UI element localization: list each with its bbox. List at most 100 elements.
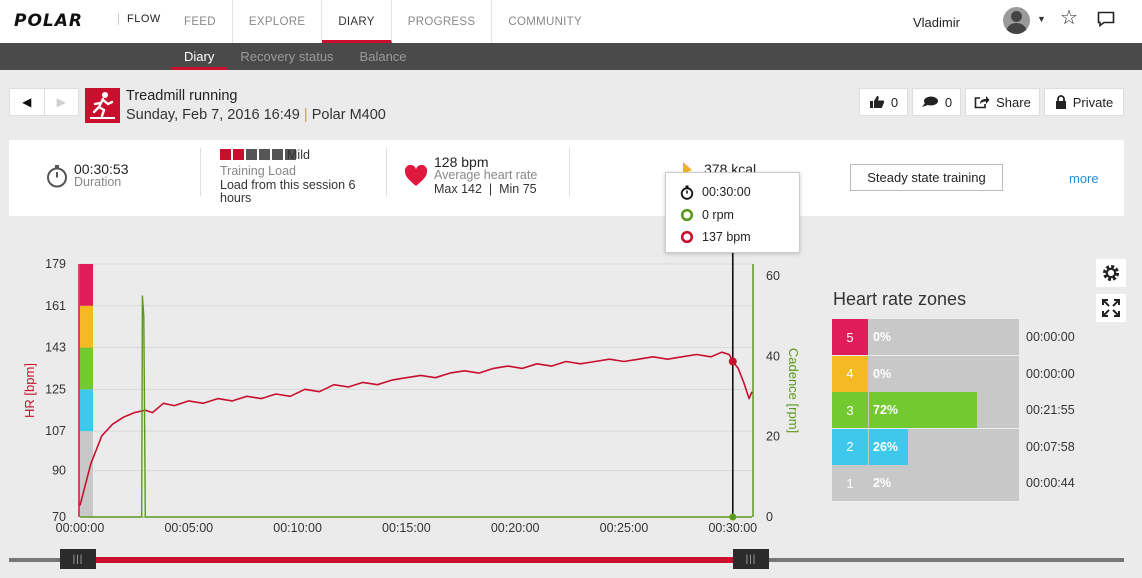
share-button[interactable]: Share [965,88,1040,116]
hr-zone-band [80,431,93,517]
thumbs-up-icon [869,96,885,108]
training-load-level: Mild [287,148,310,162]
divider [569,148,570,196]
average-heart-rate-label: Average heart rate [434,168,538,182]
heart-rate-zones-title: Heart rate zones [833,289,967,309]
zone-percent: 72% [873,403,899,417]
zone-row[interactable]: 4 0% [832,355,1019,392]
polar-logo[interactable]: POLAR [14,11,83,31]
y-tick-label: 70 [52,510,66,524]
y2-tick-label: 20 [766,430,780,444]
zone-row[interactable]: 3 72% [832,392,1019,428]
session-subtitle: Sunday, Feb 7, 2016 16:49 | Polar M400 [126,107,386,123]
training-load-description-cont: hours [220,191,252,205]
x-tick-label: 00:05:00 [164,521,213,535]
share-icon [974,96,990,109]
zone-number: 2 [832,428,868,465]
heart-rate-ring-icon [680,230,694,244]
cursor-cadence-marker [729,513,737,521]
hr-zone-band [80,264,93,306]
zone-row[interactable]: 2 26% [832,428,1019,465]
zone-number: 5 [832,319,868,355]
session-separator: | [303,107,308,123]
training-load-square [246,149,257,160]
x-tick-label: 00:20:00 [491,521,540,535]
y-tick-label: 161 [45,299,66,313]
next-session-button[interactable]: ▶ [56,95,66,109]
heart-rate-line [79,351,753,506]
heart-icon [404,165,428,186]
zone-time: 00:00:00 [1026,330,1075,344]
previous-session-button[interactable]: ◀ [10,89,45,115]
privacy-label: Private [1072,94,1114,110]
nav-progress[interactable]: PROGRESS [392,0,493,43]
zone-bar [869,392,977,428]
y-tick-label: 107 [45,424,66,438]
avatar[interactable] [1003,7,1030,34]
x-tick-label: 00:30:00 [708,521,757,535]
tooltip-time-row: 00:30:00 [680,184,751,200]
average-heart-rate-value: 128 bpm [434,154,489,170]
like-count: 0 [890,94,899,110]
tooltip-hr-row: 137 bpm [680,229,751,245]
training-load-square [220,149,231,160]
comment-count: 0 [944,94,953,110]
hr-zone-band [80,389,93,432]
zone-row[interactable]: 5 0% [832,319,1019,355]
treadmill-running-icon [85,88,120,123]
tab-balance[interactable]: Balance [359,49,407,64]
zone-number: 3 [832,392,868,428]
session-sport: Treadmill running [126,88,238,104]
zone-row[interactable]: 1 2% [832,465,1019,501]
comment-button[interactable]: 0 [912,88,961,116]
nav-explore[interactable]: EXPLORE [233,0,323,43]
y2-tick-label: 40 [766,349,780,363]
training-benefit-button[interactable]: Steady state training [850,164,1003,191]
x-tick-label: 00:00:00 [56,521,105,535]
star-icon[interactable]: ☆ [1060,7,1078,29]
hr-zone-band [80,305,93,348]
user-name[interactable]: Vladimir [913,15,960,30]
like-button[interactable]: 0 [859,88,908,116]
x-tick-label: 00:25:00 [600,521,649,535]
divider [386,148,387,196]
y2-tick-label: 0 [766,510,773,524]
tab-recovery-status[interactable]: Recovery status [240,49,334,64]
sub-navigation-bar: Diary Recovery status Balance [0,43,1142,70]
flow-product-label[interactable]: FLOW [118,13,161,25]
x-tick-label: 00:15:00 [382,521,431,535]
range-start-handle[interactable]: ||| [60,549,96,569]
zone-bar [869,428,908,465]
zone-time: 00:07:58 [1026,439,1075,454]
chart-settings-button[interactable] [1096,259,1126,287]
y-tick-label: 179 [45,257,66,271]
more-link[interactable]: more [1069,171,1099,186]
zone-percent: 2% [873,476,892,490]
nav-community[interactable]: COMMUNITY [508,15,582,28]
x-tick-label: 00:10:00 [273,521,322,535]
tooltip-cadence: 0 rpm [702,208,734,222]
duration-value: 00:30:53 [74,161,129,177]
zone-time: 00:00:44 [1026,476,1075,490]
lock-icon [1055,95,1066,109]
chat-icon[interactable] [1097,11,1115,27]
tab-diary[interactable]: Diary [171,43,228,70]
stopwatch-icon [47,165,67,188]
fullscreen-button[interactable] [1096,294,1126,322]
session-date: Sunday, Feb 7, 2016 16:49 [126,107,300,123]
session-device: Polar M400 [311,107,386,123]
nav-feed[interactable]: FEED [168,0,233,43]
y2-axis-title: Cadence [rpm] [786,348,800,433]
calories-icon [683,162,692,174]
range-end-handle[interactable]: ||| [733,549,769,569]
training-load-square [285,149,296,160]
nav-diary[interactable]: DIARY [322,0,392,43]
max-min-heart-rate: Max 142 | Min 75 [434,182,537,196]
zone-time: 00:21:55 [1026,403,1075,417]
zone-percent: 0% [873,330,892,344]
tooltip-hr: 137 bpm [702,230,751,244]
privacy-button[interactable]: Private [1044,88,1124,116]
chevron-down-icon[interactable]: ▼ [1037,14,1046,24]
y-tick-label: 90 [52,464,66,478]
heart-rate-cadence-chart[interactable]: 179 161 143 125 107 90 70 60 40 20 0 00:00:00 00:05:… [0,252,800,552]
